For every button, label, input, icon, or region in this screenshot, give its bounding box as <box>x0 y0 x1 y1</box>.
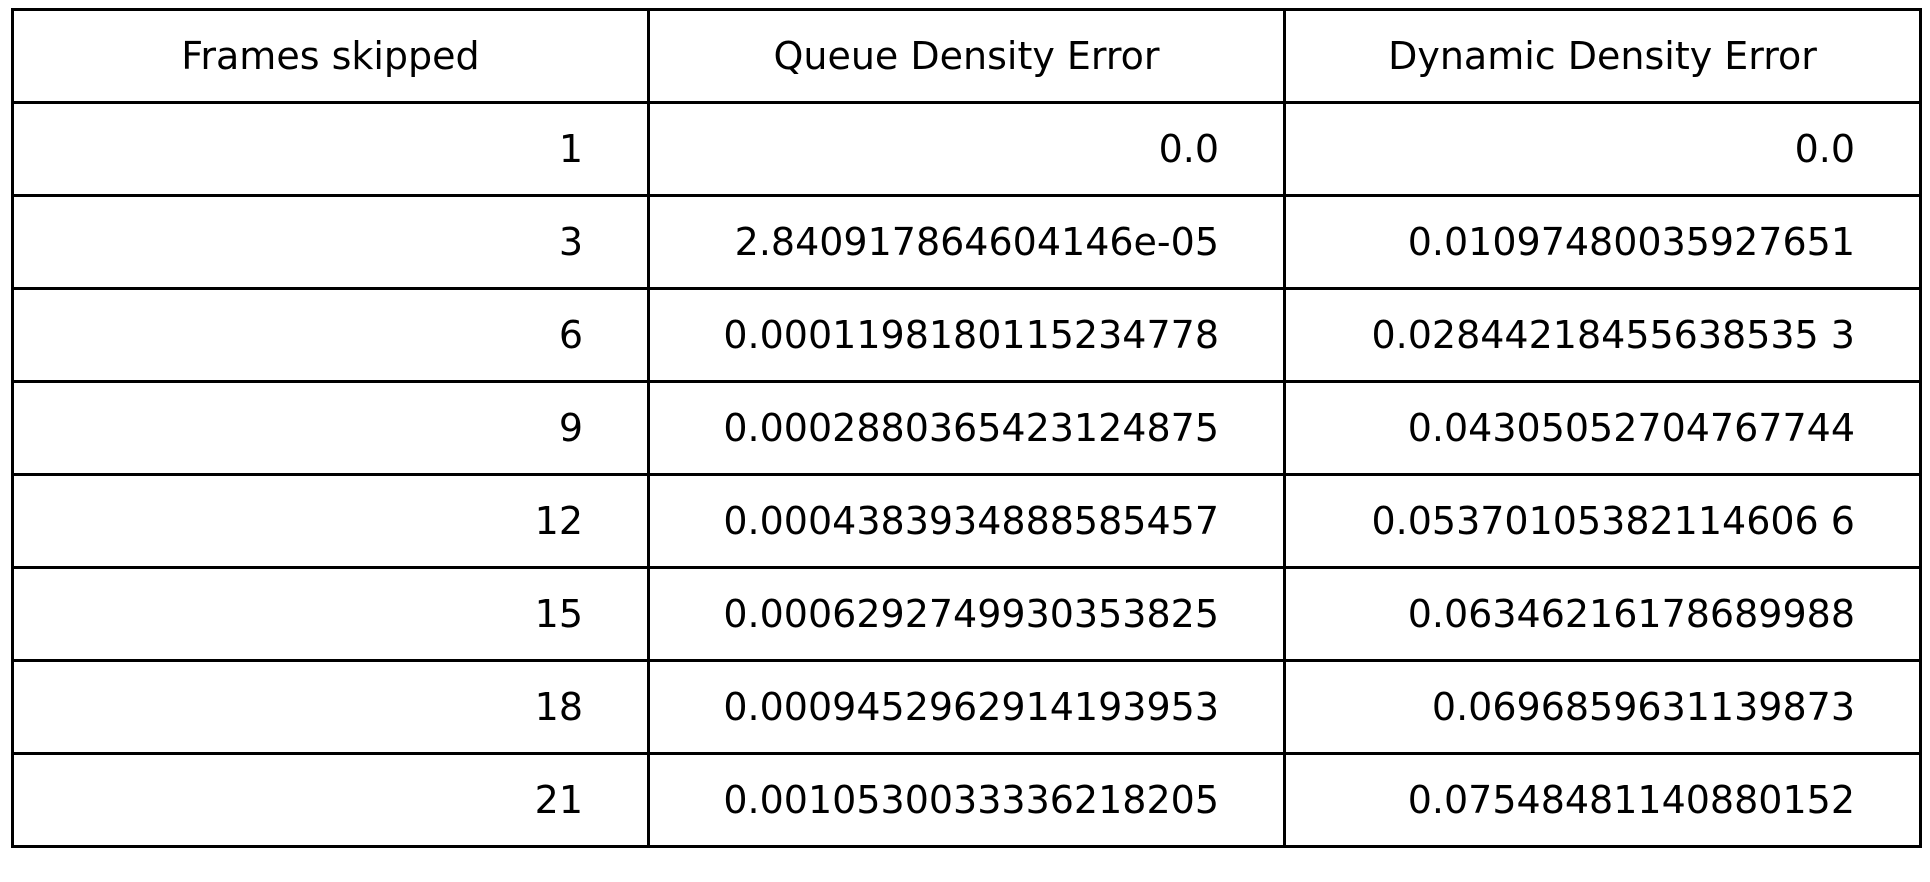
data-table-container: Frames skipped Queue Density Error Dynam… <box>11 8 1922 848</box>
cell-frames-skipped: 9 <box>11 380 650 476</box>
table-header-row: Frames skipped Queue Density Error Dynam… <box>11 8 1922 104</box>
cell-dynamic-density-error: 0.05370105382114606 6 <box>1283 473 1922 569</box>
cell-frames-skipped: 3 <box>11 194 650 290</box>
cell-queue-density-error: 2.840917864604146e-05 <box>647 194 1286 290</box>
cell-dynamic-density-error: 0.0 <box>1283 101 1922 197</box>
cell-queue-density-error: 0.0001198180115234778 <box>647 287 1286 383</box>
cell-dynamic-density-error: 0.07548481140880152 <box>1283 752 1922 848</box>
cell-frames-skipped: 1 <box>11 101 650 197</box>
column-header-dynamic-density-error: Dynamic Density Error <box>1283 8 1922 104</box>
cell-dynamic-density-error: 0.02844218455638535 3 <box>1283 287 1922 383</box>
cell-frames-skipped: 18 <box>11 659 650 755</box>
cell-queue-density-error: 0.0004383934888585457 <box>647 473 1286 569</box>
table-row: 15 0.0006292749930353825 0.0634621617868… <box>11 566 1922 662</box>
table-row: 18 0.0009452962914193953 0.0696859631139… <box>11 659 1922 755</box>
cell-queue-density-error: 0.0010530033336218205 <box>647 752 1286 848</box>
table-row: 1 0.0 0.0 <box>11 101 1922 197</box>
column-header-frames-skipped: Frames skipped <box>11 8 650 104</box>
cell-dynamic-density-error: 0.04305052704767744 <box>1283 380 1922 476</box>
cell-queue-density-error: 0.0009452962914193953 <box>647 659 1286 755</box>
cell-frames-skipped: 12 <box>11 473 650 569</box>
table-row: 12 0.0004383934888585457 0.0537010538211… <box>11 473 1922 569</box>
cell-dynamic-density-error: 0.06346216178689988 <box>1283 566 1922 662</box>
cell-frames-skipped: 6 <box>11 287 650 383</box>
data-table: Frames skipped Queue Density Error Dynam… <box>11 8 1922 848</box>
cell-dynamic-density-error: 0.0696859631139873 <box>1283 659 1922 755</box>
cell-frames-skipped: 15 <box>11 566 650 662</box>
cell-queue-density-error: 0.0002880365423124875 <box>647 380 1286 476</box>
cell-queue-density-error: 0.0006292749930353825 <box>647 566 1286 662</box>
table-row: 9 0.0002880365423124875 0.04305052704767… <box>11 380 1922 476</box>
cell-dynamic-density-error: 0.01097480035927651 <box>1283 194 1922 290</box>
table-row: 6 0.0001198180115234778 0.02844218455638… <box>11 287 1922 383</box>
column-header-queue-density-error: Queue Density Error <box>647 8 1286 104</box>
table-row: 3 2.840917864604146e-05 0.01097480035927… <box>11 194 1922 290</box>
cell-frames-skipped: 21 <box>11 752 650 848</box>
cell-queue-density-error: 0.0 <box>647 101 1286 197</box>
table-row: 21 0.0010530033336218205 0.0754848114088… <box>11 752 1922 848</box>
